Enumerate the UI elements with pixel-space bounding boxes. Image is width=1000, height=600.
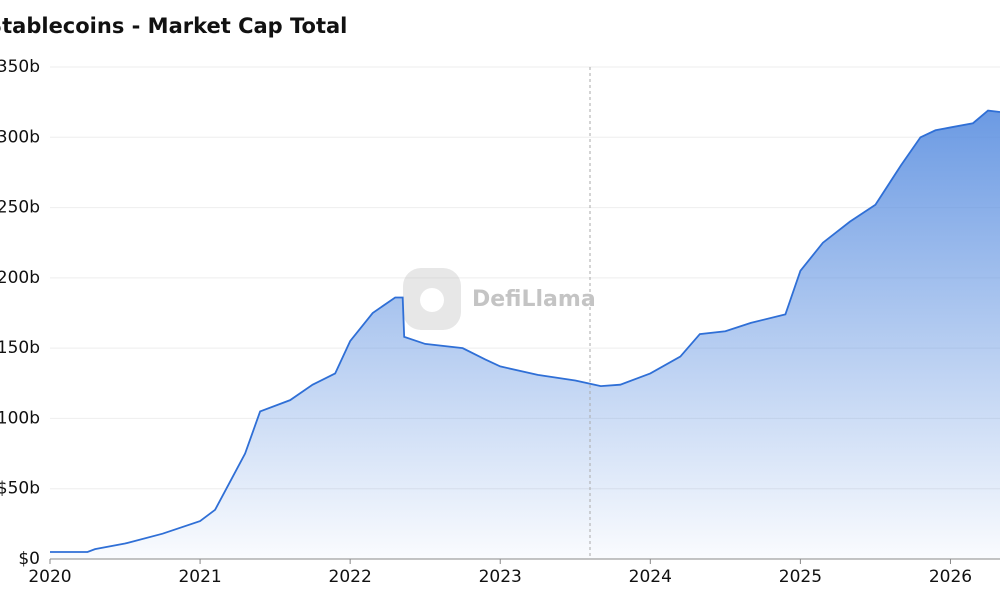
y-tick-label: $300b: [0, 127, 40, 147]
y-tick-label: $150b: [0, 338, 40, 358]
x-tick-label: 2025: [779, 567, 822, 587]
x-tick-label: 2024: [629, 567, 672, 587]
y-tick-label: $0: [18, 549, 40, 569]
line: [50, 109, 1000, 553]
watermark-logo: [403, 268, 461, 330]
y-tick-label: $350b: [0, 57, 40, 77]
y-tick-label: $200b: [0, 268, 40, 288]
y-tick-label: $50b: [0, 479, 40, 499]
chart-title: Stablecoins - Market Cap Total: [0, 14, 347, 38]
watermark: DefiLlama: [472, 287, 596, 312]
x-tick-label: 2022: [329, 567, 372, 587]
y-tick-label: $250b: [0, 198, 40, 218]
x-tick-label: 2021: [178, 567, 221, 587]
x-tick-label: 2026: [929, 567, 972, 587]
y-tick-label: $100b: [0, 408, 40, 428]
area-fill: [50, 110, 1000, 559]
x-tick-label: 2023: [479, 567, 522, 587]
x-tick-label: 2020: [28, 567, 71, 587]
